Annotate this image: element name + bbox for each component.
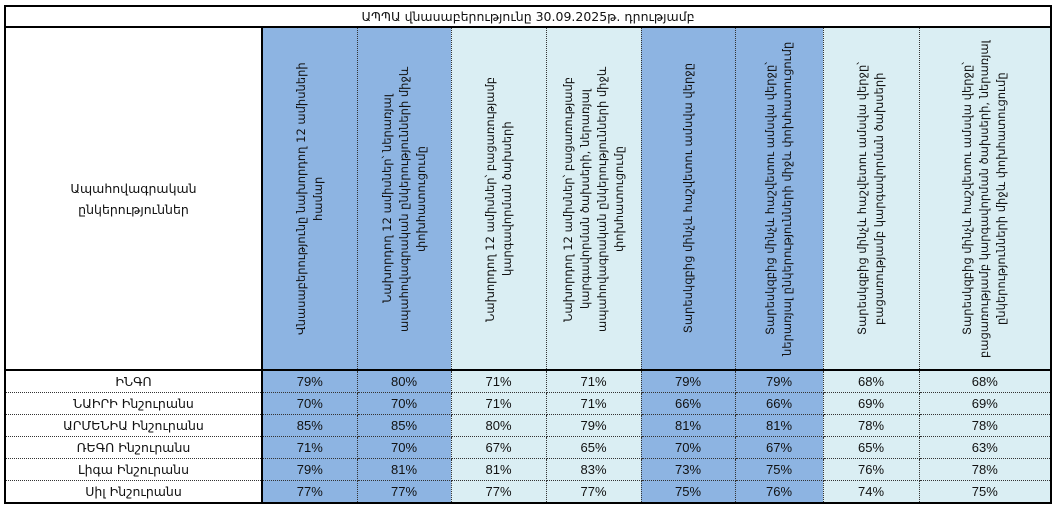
value-cell[interactable]: 73% (640, 458, 736, 481)
value-cell[interactable]: 68% (918, 370, 1052, 393)
table-row: Լիգա Ինշուրանս 79% 81% 81% 83% 73% 75% 76% 78% (4, 458, 1052, 481)
value-cell[interactable]: 75% (640, 480, 736, 504)
value-cell[interactable]: 71% (450, 370, 547, 393)
column-header-3[interactable]: Նախորդող 12 ամիսներ՝ բացառությամբ կարգավ… (450, 26, 547, 371)
company-name-cell[interactable]: ԻՆԳՈ (4, 370, 263, 393)
column-header-label: Վնասաբերությունը նախորդող 12 ամիսների հա… (293, 62, 325, 335)
value-cell[interactable]: 81% (734, 414, 824, 437)
column-header-7[interactable]: Տարեսկզբից մինչև հաշվետու ամսվա վերջը՝ բ… (822, 26, 920, 371)
value-cell[interactable]: 78% (918, 458, 1052, 481)
company-name-cell[interactable]: ԱՐՄԵՆԻԱ Ինշուրանս (4, 414, 263, 437)
table-row: ԻՆԳՈ 79% 80% 71% 71% 79% 79% 68% 68% (4, 370, 1052, 393)
value-cell[interactable]: 81% (450, 458, 547, 481)
value-cell[interactable]: 66% (640, 392, 736, 415)
company-name-cell[interactable]: ՌԵԳՈ Ինշուրանս (4, 436, 263, 459)
value-cell[interactable]: 77% (545, 480, 642, 504)
table-row: ՆԱԻՐԻ Ինշուրանս 70% 70% 71% 71% 66% 66% 69% 69% (4, 392, 1052, 415)
value-cell[interactable]: 80% (356, 370, 452, 393)
value-cell[interactable]: 70% (261, 392, 358, 415)
value-cell[interactable]: 79% (261, 370, 358, 393)
value-cell[interactable]: 74% (822, 480, 920, 504)
value-cell[interactable]: 71% (545, 370, 642, 393)
loss-ratio-table: ԱՊՊԱ վնասաբերությունը 30.09.2025թ. դրութ… (4, 5, 1052, 504)
value-cell[interactable]: 71% (450, 392, 547, 415)
value-cell[interactable]: 79% (734, 370, 824, 393)
column-header-label: Տարեսկզբից մինչև հաշվետու ամսվա վերջը՝ ն… (763, 41, 794, 356)
value-cell[interactable]: 69% (918, 392, 1052, 415)
value-cell[interactable]: 70% (356, 436, 452, 459)
value-cell[interactable]: 77% (261, 480, 358, 504)
table-row: ԱՐՄԵՆԻԱ Ինշուրանս 85% 85% 80% 79% 81% 81% 78% 78… (4, 414, 1052, 437)
value-cell[interactable]: 81% (640, 414, 736, 437)
column-header-label: Նախորդող 12 ամիսներ՝ ներառյալ ապահովագրա… (379, 65, 428, 332)
value-cell[interactable]: 78% (918, 414, 1052, 437)
value-cell[interactable]: 70% (640, 436, 736, 459)
value-cell[interactable]: 81% (356, 458, 452, 481)
column-header-1[interactable]: Վնասաբերությունը նախորդող 12 ամիսների հա… (261, 26, 358, 371)
value-cell[interactable]: 79% (261, 458, 358, 481)
column-header-4[interactable]: Նախորդող 12 ամիսներ՝ բացառությամբ կարգավ… (545, 26, 642, 371)
value-cell[interactable]: 63% (918, 436, 1052, 459)
value-cell[interactable]: 75% (918, 480, 1052, 504)
value-cell[interactable]: 67% (734, 436, 824, 459)
value-cell[interactable]: 80% (450, 414, 547, 437)
column-header-5[interactable]: Տարեսկզբից մինչև հաշվետու ամսվա վերջը (640, 26, 736, 371)
value-cell[interactable]: 85% (261, 414, 358, 437)
value-cell[interactable]: 83% (545, 458, 642, 481)
value-cell[interactable]: 75% (734, 458, 824, 481)
column-header-6[interactable]: Տարեսկզբից մինչև հաշվետու ամսվա վերջը՝ ն… (734, 26, 824, 371)
company-name-cell[interactable]: Սիլ Ինշուրանս (4, 480, 263, 504)
table-row: Սիլ Ինշուրանս 77% 77% 77% 77% 75% 76% 74% 75% (4, 480, 1052, 504)
value-cell[interactable]: 77% (356, 480, 452, 504)
column-header-label: Տարեսկզբից մինչև հաշվետու ամսվա վերջը (680, 63, 695, 334)
value-cell[interactable]: 67% (450, 436, 547, 459)
value-cell[interactable]: 76% (734, 480, 824, 504)
column-header-label: Տարեսկզբից մինչև հաշվետու ամսվա վերջը՝ բ… (855, 62, 886, 335)
value-cell[interactable]: 77% (450, 480, 547, 504)
value-cell[interactable]: 78% (822, 414, 920, 437)
value-cell[interactable]: 69% (822, 392, 920, 415)
value-cell[interactable]: 68% (822, 370, 920, 393)
value-cell[interactable]: 71% (545, 392, 642, 415)
value-cell[interactable]: 79% (545, 414, 642, 437)
column-header-label: Տարեսկզբից մինչև հաշվետու ամսվա վերջը՝ բ… (960, 39, 1009, 358)
column-header-label: Նախորդող 12 ամիսներ՝ բացառությամբ կարգավ… (482, 75, 514, 322)
company-name-cell[interactable]: ՆԱԻՐԻ Ինշուրանս (4, 392, 263, 415)
value-cell[interactable]: 66% (734, 392, 824, 415)
table-title: ԱՊՊԱ վնասաբերությունը 30.09.2025թ. դրութ… (4, 5, 1052, 28)
company-name-cell[interactable]: Լիգա Ինշուրանս (4, 458, 263, 481)
value-cell[interactable]: 70% (356, 392, 452, 415)
value-cell[interactable]: 76% (822, 458, 920, 481)
column-header-label: Նախորդող 12 ամիսներ՝ բացառությամբ կարգավ… (560, 65, 626, 332)
column-header-companies[interactable]: Ապահովագրական ընկերություններ (4, 26, 263, 371)
column-header-2[interactable]: Նախորդող 12 ամիսներ՝ ներառյալ ապահովագրա… (356, 26, 452, 371)
table-row: ՌԵԳՈ Ինշուրանս 71% 70% 67% 65% 70% 67% 65% 63% (4, 436, 1052, 459)
column-header-8[interactable]: Տարեսկզբից մինչև հաշվետու ամսվա վերջը՝ բ… (918, 26, 1052, 371)
value-cell[interactable]: 79% (640, 370, 736, 393)
value-cell[interactable]: 71% (261, 436, 358, 459)
value-cell[interactable]: 65% (545, 436, 642, 459)
value-cell[interactable]: 85% (356, 414, 452, 437)
companies-header-label: Ապահովագրական ընկերություններ (70, 180, 197, 217)
value-cell[interactable]: 65% (822, 436, 920, 459)
